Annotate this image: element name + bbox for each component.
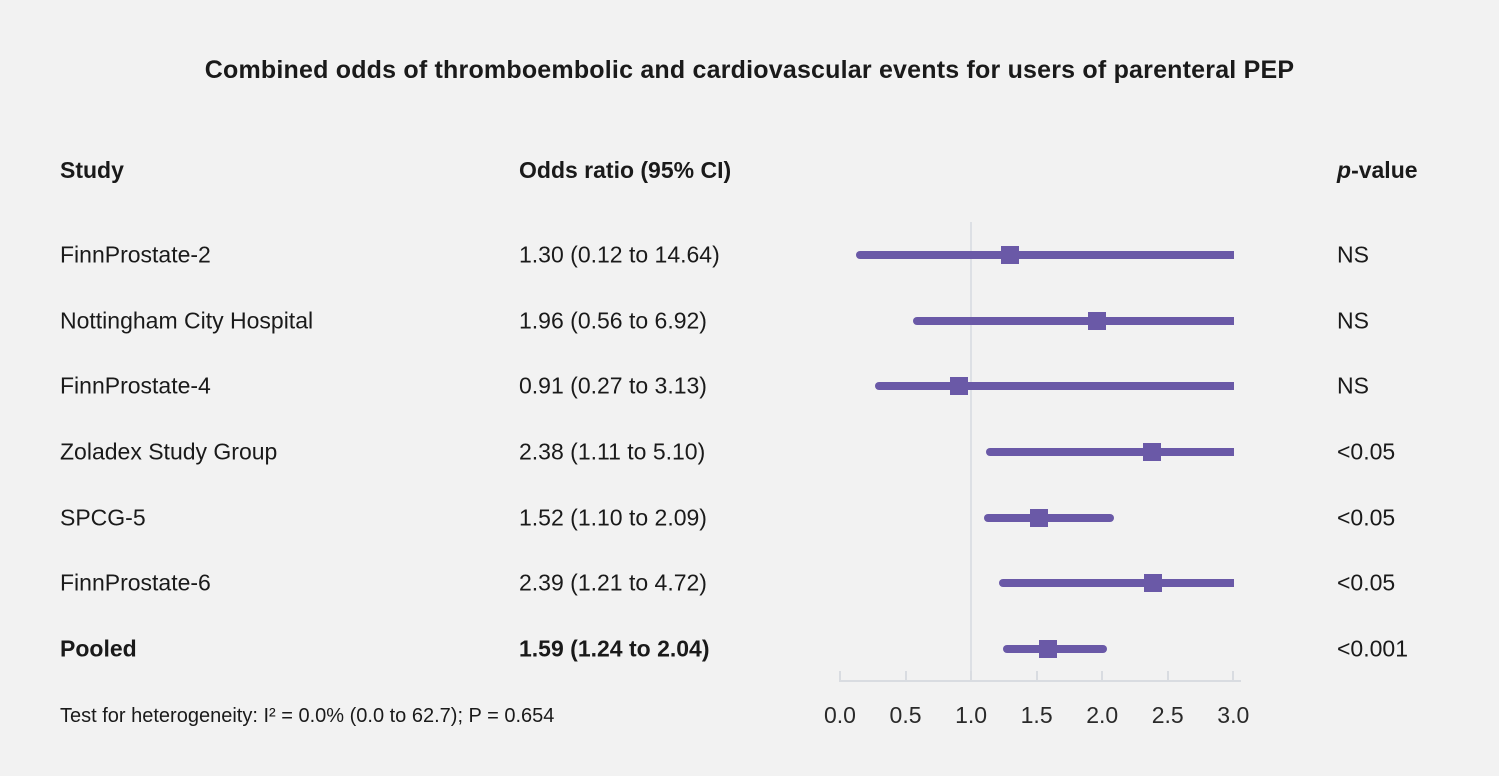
study-label: SPCG-5 <box>60 504 146 531</box>
point-estimate-marker <box>1087 312 1106 330</box>
x-axis-tick <box>1232 671 1235 681</box>
point-estimate-marker <box>950 377 969 395</box>
point-estimate-marker <box>1039 640 1058 658</box>
column-header-study: Study <box>60 157 124 183</box>
x-axis-tick <box>970 671 973 681</box>
p-value-label: NS <box>1337 372 1369 399</box>
study-label: Nottingham City Hospital <box>60 307 314 334</box>
p-value-italic-p: p <box>1337 157 1352 183</box>
x-axis-tick <box>1101 671 1104 681</box>
x-axis-tick-label: 0.5 <box>889 702 922 728</box>
confidence-interval-bar <box>984 514 1114 522</box>
p-value-label: NS <box>1337 241 1369 268</box>
odds-ratio-label: 2.38 (1.11 to 5.10) <box>519 438 706 465</box>
point-estimate-marker <box>1030 509 1049 527</box>
x-axis-tick-label: 3.0 <box>1217 702 1250 728</box>
study-label: FinnProstate-4 <box>60 372 211 399</box>
x-axis-tick <box>904 671 907 681</box>
x-axis-line <box>839 680 1241 682</box>
forest-row: FinnProstate-4 0.91 (0.27 to 3.13) NS <box>0 353 1499 419</box>
x-axis-tick-label: 1.5 <box>1020 702 1053 728</box>
p-value-label: <0.05 <box>1337 438 1396 465</box>
odds-ratio-label: 1.52 (1.10 to 2.09) <box>519 504 707 531</box>
odds-ratio-label: 1.30 (0.12 to 14.64) <box>519 241 720 268</box>
forest-row: Zoladex Study Group 2.38 (1.11 to 5.10) … <box>0 419 1499 485</box>
x-axis-tick-label: 1.0 <box>955 702 988 728</box>
x-axis-tick-label: 2.0 <box>1086 702 1119 728</box>
confidence-interval-bar <box>913 317 1234 325</box>
confidence-interval-bar <box>998 579 1234 587</box>
reference-line-or-1 <box>970 222 972 682</box>
point-estimate-marker <box>1001 246 1020 264</box>
confidence-interval-bar <box>985 448 1234 456</box>
p-value-label: <0.05 <box>1337 504 1396 531</box>
forest-row: FinnProstate-6 2.39 (1.21 to 4.72) <0.05 <box>0 550 1499 616</box>
p-value-label: <0.001 <box>1337 635 1408 662</box>
chart-title: Combined odds of thromboembolic and card… <box>204 56 1295 84</box>
study-label: FinnProstate-2 <box>60 241 211 268</box>
p-value-label: NS <box>1337 307 1369 334</box>
point-estimate-marker <box>1144 574 1163 592</box>
forest-row: SPCG-5 1.52 (1.10 to 2.09) <0.05 <box>0 485 1499 551</box>
heterogeneity-note: Test for heterogeneity: I² = 0.0% (0.0 t… <box>60 705 555 727</box>
forest-row: Nottingham City Hospital 1.96 (0.56 to 6… <box>0 288 1499 354</box>
column-header-p-value: p-value <box>1337 157 1418 184</box>
odds-ratio-label: 0.91 (0.27 to 3.13) <box>519 372 707 399</box>
odds-ratio-label: 2.39 (1.21 to 4.72) <box>519 569 707 596</box>
column-header-odds-ratio: Odds ratio (95% CI) <box>519 157 732 183</box>
x-axis-tick <box>1035 671 1038 681</box>
study-label: FinnProstate-6 <box>60 569 211 596</box>
forest-row: FinnProstate-2 1.30 (0.12 to 14.64) NS <box>0 222 1499 288</box>
forest-row: Pooled 1.59 (1.24 to 2.04) <0.001 <box>0 616 1499 682</box>
study-label: Zoladex Study Group <box>60 438 278 465</box>
study-label: Pooled <box>60 635 137 662</box>
point-estimate-marker <box>1143 443 1162 461</box>
p-value-suffix: -value <box>1351 157 1418 183</box>
confidence-interval-bar <box>855 251 1234 259</box>
p-value-label: <0.05 <box>1337 569 1396 596</box>
odds-ratio-label: 1.59 (1.24 to 2.04) <box>519 635 710 662</box>
x-axis-tick-label: 2.5 <box>1151 702 1184 728</box>
odds-ratio-label: 1.96 (0.56 to 6.92) <box>519 307 707 334</box>
x-axis-tick-label: 0.0 <box>824 702 856 728</box>
confidence-interval-bar <box>875 382 1234 390</box>
x-axis-tick <box>839 671 841 681</box>
x-axis-tick <box>1166 671 1169 681</box>
